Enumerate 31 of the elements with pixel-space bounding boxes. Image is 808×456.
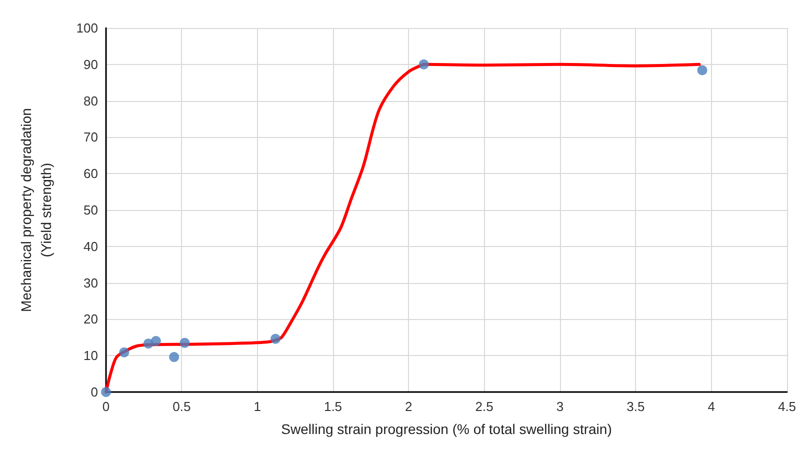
point (101, 387, 111, 397)
x-tick-label: 3.5 (626, 399, 645, 414)
point (150, 336, 161, 346)
y-tick-label: 60 (84, 166, 98, 182)
point (169, 352, 180, 362)
y-tick-label: 70 (84, 130, 98, 145)
x-tick-label: 1 (254, 399, 261, 414)
point (697, 65, 708, 76)
point (418, 59, 429, 70)
y-tick-label: 80 (84, 93, 98, 108)
y-tick-label: 50 (84, 202, 98, 218)
x-tick-label: 0.5 (172, 399, 191, 414)
y-tick-label: 30 (84, 275, 98, 290)
y-tick-label: 10 (84, 348, 98, 364)
y-tick-label: 0 (90, 384, 98, 400)
y-tick-label: 100 (76, 20, 98, 36)
point (180, 338, 190, 348)
x-tick-label: 0 (102, 399, 110, 414)
x-axis-title: Swelling strain progression (% of total swelling strain) (281, 421, 612, 437)
point (119, 347, 130, 358)
x-tick-label: 1.5 (324, 399, 342, 414)
y-tick-label: 20 (84, 312, 98, 327)
y-axis-title: Mechanical property degradation (Yield strength) (18, 108, 54, 312)
point (270, 334, 280, 344)
x-tick-label: 3 (556, 399, 564, 414)
y-tick-label: 90 (84, 56, 98, 72)
x-tick-label: 4 (708, 399, 715, 414)
x-tick-label: 2 (405, 399, 412, 414)
x-tick-label: 4.5 (778, 399, 796, 414)
y-tick-label: 40 (84, 238, 98, 254)
x-tick-label: 2.5 (475, 399, 494, 414)
